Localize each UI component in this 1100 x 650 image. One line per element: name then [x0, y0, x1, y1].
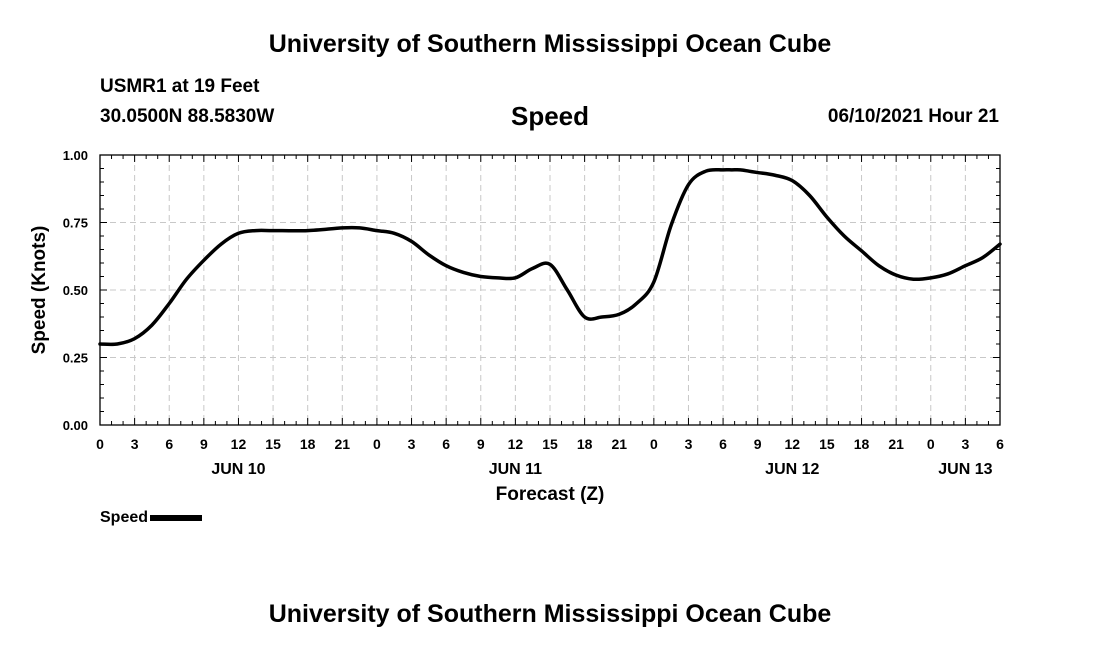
y-axis-label: Speed (Knots) — [29, 226, 50, 355]
x-tick-label: 21 — [611, 436, 627, 452]
axes — [99, 154, 1001, 426]
x-tick-label: 3 — [961, 436, 969, 452]
x-tick-label: 0 — [650, 436, 658, 452]
date-label: JUN 12 — [765, 461, 819, 478]
x-tick-label: 9 — [477, 436, 485, 452]
y-tick-label: 0.75 — [63, 216, 88, 231]
x-tick-label: 15 — [819, 436, 835, 452]
x-tick-label: 21 — [335, 436, 351, 452]
x-tick-label: 9 — [754, 436, 762, 452]
x-tick-label: 0 — [373, 436, 381, 452]
date-label: JUN 13 — [938, 461, 992, 478]
x-tick-label: 6 — [165, 436, 173, 452]
chart-title: Speed — [510, 101, 590, 131]
y-tick-label: 0.50 — [63, 283, 88, 298]
date-label: JUN 11 — [489, 461, 542, 478]
x-tick-label: 18 — [577, 436, 593, 452]
x-tick-label: 6 — [719, 436, 727, 452]
x-tick-label: 18 — [300, 436, 316, 452]
x-tick-label: 6 — [442, 436, 450, 452]
x-axis-label: Forecast (Z) — [496, 484, 605, 505]
series-layer — [98, 167, 1002, 347]
station-label: USMR1 at 19 Feet — [100, 76, 260, 97]
x-tick-label: 6 — [996, 436, 1004, 452]
y-tick-label: 0.00 — [63, 418, 88, 433]
legend-line-swatch — [150, 515, 203, 521]
datetime-label: 06/10/2021 Hour 21 — [827, 106, 999, 127]
tick-labels: 0.00 0.25 0.50 0.75 1.00 0 3 6 9 12 15 18 21 0 3 6 9 12 15… — [29, 148, 1004, 505]
y-tick-label: 0.25 — [63, 351, 88, 366]
date-label: JUN 10 — [211, 461, 265, 478]
x-tick-label: 0 — [927, 436, 935, 452]
top-title: University of Southern Mississippi Ocean… — [268, 30, 832, 58]
x-tick-label: 12 — [231, 436, 247, 452]
x-tick-label: 9 — [200, 436, 208, 452]
x-tick-label: 3 — [131, 436, 139, 452]
legend: Speed — [100, 509, 203, 527]
x-tick-label: 3 — [408, 436, 416, 452]
series-line-speed — [98, 167, 1002, 347]
x-tick-label: 15 — [542, 436, 558, 452]
bottom-title: University of Southern Mississippi Ocean… — [268, 600, 832, 628]
grid-lines — [100, 155, 1000, 425]
y-tick-label: 1.00 — [63, 148, 88, 163]
x-tick-label: 21 — [888, 436, 904, 452]
x-tick-label: 15 — [265, 436, 281, 452]
x-tick-label: 3 — [685, 436, 693, 452]
legend-label: Speed — [100, 509, 149, 526]
coordinates-label: 30.0500N 88.5830W — [100, 106, 275, 127]
x-tick-label: 0 — [96, 436, 104, 452]
x-tick-label: 12 — [508, 436, 524, 452]
x-tick-label: 12 — [785, 436, 801, 452]
x-tick-label: 18 — [854, 436, 870, 452]
